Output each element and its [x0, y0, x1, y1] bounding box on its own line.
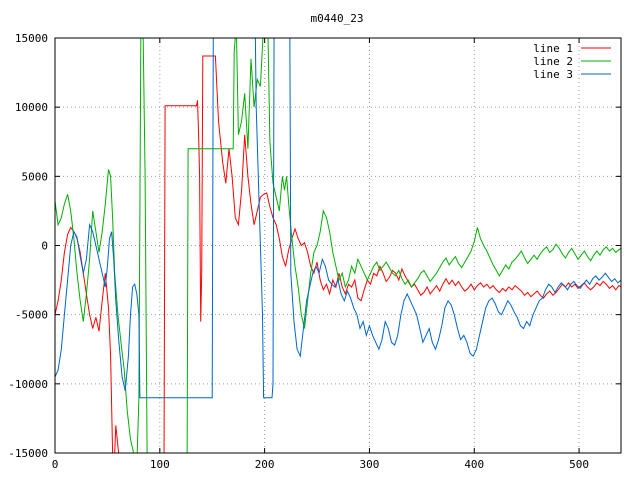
y-tick-label: 15000	[15, 32, 48, 45]
y-tick-label: -15000	[8, 447, 48, 460]
y-tick-label: -10000	[8, 378, 48, 391]
series-line-3	[55, 38, 621, 399]
y-tick-label: -5000	[15, 309, 48, 322]
x-tick-label: 500	[569, 458, 589, 471]
x-tick-label: 400	[464, 458, 484, 471]
y-tick-label: 10000	[15, 101, 48, 114]
legend-label-1: line 1	[533, 42, 573, 55]
series-line-2	[55, 38, 621, 453]
x-tick-label: 100	[150, 458, 170, 471]
legend-label-2: line 2	[533, 55, 573, 68]
y-tick-label: 5000	[22, 170, 49, 183]
axis-ticks: 0 100 200 300 400 500 -15000 -10000 -5000 0 5000 10…	[8, 32, 621, 471]
x-tick-label: 0	[52, 458, 59, 471]
y-tick-label: 0	[41, 240, 48, 253]
x-tick-label: 300	[360, 458, 380, 471]
series-layer	[55, 38, 621, 453]
legend-label-3: line 3	[533, 68, 573, 81]
x-tick-label: 200	[255, 458, 275, 471]
chart-title: m0440_23	[311, 12, 364, 25]
